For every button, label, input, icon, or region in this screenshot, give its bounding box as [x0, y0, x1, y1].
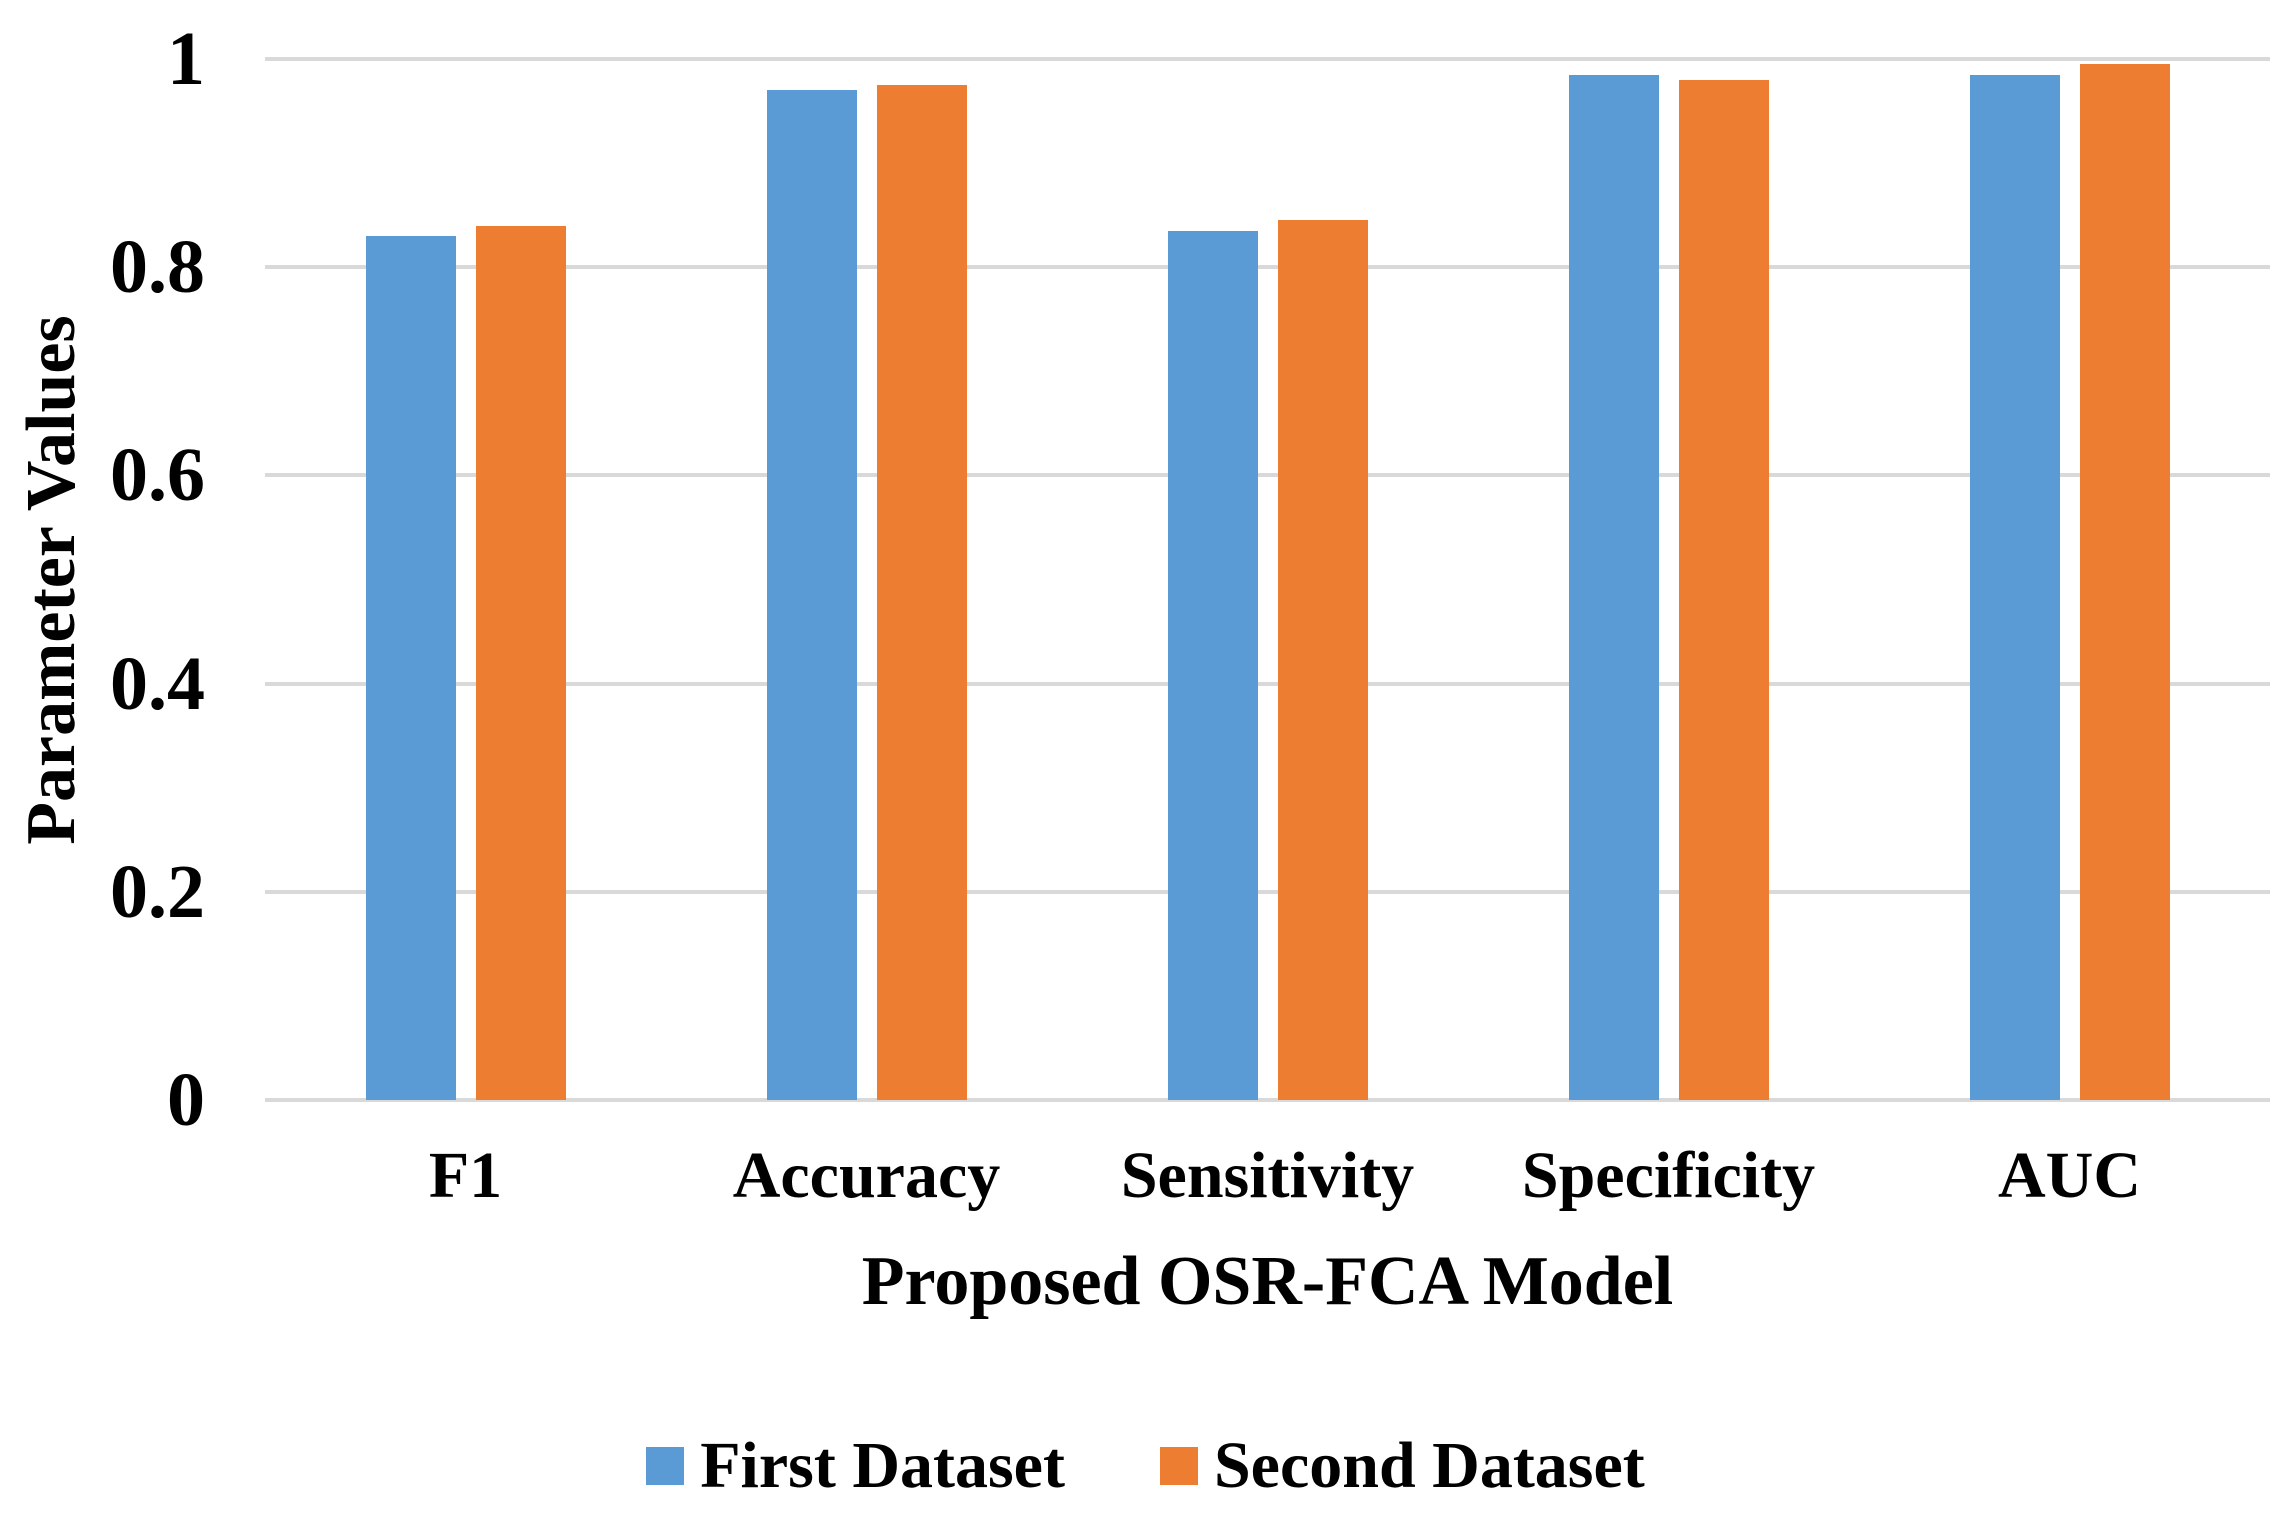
y-tick-label: 0.6: [110, 433, 205, 518]
legend-label: Second Dataset: [1213, 1429, 1645, 1502]
y-tick-label: 0.8: [110, 225, 205, 310]
bar-group-F1: [265, 59, 666, 1100]
y-tick-label: 1: [167, 17, 205, 101]
y-tick-label: 0.2: [110, 849, 205, 934]
y-tick-label: 0: [167, 1058, 205, 1142]
gridline-0.6: [265, 473, 2270, 478]
legend-item-first-dataset: First Dataset: [646, 1428, 1065, 1504]
bar-second-dataset-F1: [475, 225, 566, 1100]
bar-first-dataset-F1: [365, 235, 456, 1100]
x-category-label-Sensitivity: Sensitivity: [1120, 1139, 1415, 1212]
x-category-label-Specificity: Specificity: [1521, 1139, 1816, 1212]
bar-groups: [265, 59, 2270, 1100]
plot-area: [265, 57, 2270, 1102]
y-axis-title: Parameter Values: [13, 315, 90, 845]
gridline-0.4: [265, 681, 2270, 686]
legend-item-second-dataset: Second Dataset: [1159, 1428, 1645, 1504]
bar-group-Accuracy: [666, 59, 1067, 1100]
x-category-label-F1: F1: [428, 1139, 503, 1212]
x-category-label-AUC: AUC: [1998, 1139, 2141, 1212]
bar-first-dataset-Accuracy: [766, 90, 857, 1100]
y-tick-label: 0.4: [110, 641, 205, 726]
bar-first-dataset-Specificity: [1568, 74, 1659, 1100]
bar-group-Specificity: [1468, 59, 1869, 1100]
bar-second-dataset-AUC: [2079, 64, 2170, 1100]
bar-second-dataset-Accuracy: [876, 85, 967, 1100]
legend: First Dataset Second Dataset: [0, 1428, 2291, 1504]
bar-first-dataset-Sensitivity: [1167, 230, 1258, 1100]
legend-swatch-icon: [646, 1447, 685, 1485]
legend-label: First Dataset: [700, 1429, 1065, 1502]
gridline-0.2: [265, 889, 2270, 894]
bar-group-AUC: [1869, 59, 2270, 1100]
bar-first-dataset-AUC: [1969, 74, 2060, 1100]
x-category-label-Accuracy: Accuracy: [732, 1139, 1001, 1212]
x-axis-title: Proposed OSR-FCA Model: [861, 1243, 1674, 1320]
gridline-1: [265, 57, 2270, 61]
x-axis-category-labels: F1 Accuracy Sensitivity Specificity AUC: [265, 1136, 2270, 1216]
legend-swatch-icon: [1159, 1447, 1198, 1485]
gridline-0.8: [265, 265, 2270, 270]
bar-second-dataset-Specificity: [1678, 79, 1769, 1100]
bar-group-Sensitivity: [1067, 59, 1468, 1100]
gridline-0: [265, 1098, 2270, 1102]
bar-second-dataset-Sensitivity: [1277, 220, 1368, 1100]
